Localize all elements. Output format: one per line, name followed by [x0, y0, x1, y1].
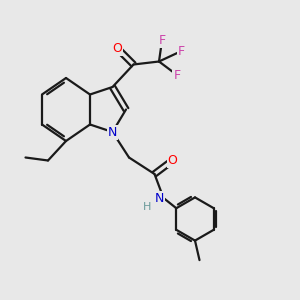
- Text: N: N: [154, 191, 164, 205]
- Text: F: F: [158, 34, 166, 47]
- Text: H: H: [143, 202, 151, 212]
- Text: F: F: [173, 68, 181, 82]
- Text: F: F: [178, 44, 185, 58]
- Text: N: N: [108, 125, 117, 139]
- Text: O: O: [112, 41, 122, 55]
- Text: O: O: [168, 154, 177, 167]
